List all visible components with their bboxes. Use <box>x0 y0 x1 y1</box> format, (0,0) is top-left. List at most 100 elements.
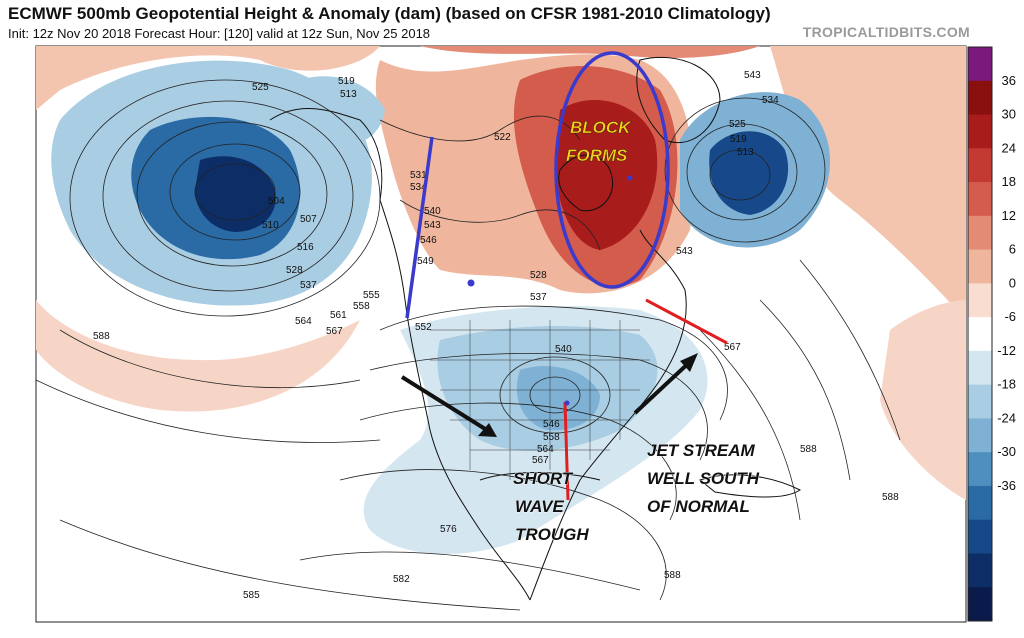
contour-label: 582 <box>393 574 410 585</box>
colorbar-swatch <box>968 249 992 284</box>
block-forms-line2: FORMS <box>566 146 628 165</box>
contour-label: 576 <box>440 524 457 535</box>
contour-label: 549 <box>417 256 434 267</box>
colorbar-tick-label: -6 <box>1004 309 1016 324</box>
jet-arrow <box>633 357 695 415</box>
positive-anomaly-far-east <box>880 300 966 500</box>
colorbar-swatch <box>968 587 992 622</box>
trough-arrow <box>400 375 492 434</box>
contour-label: 546 <box>420 235 437 246</box>
colorbar-swatch <box>968 519 992 554</box>
contour-label: 540 <box>555 344 572 355</box>
map-subtitle: Init: 12z Nov 20 2018 Forecast Hour: [12… <box>8 26 431 41</box>
contour-label: 537 <box>530 292 547 303</box>
contour-label: 543 <box>676 246 693 257</box>
block-dot <box>627 175 633 181</box>
short-wave-line1: SHORT <box>513 469 574 488</box>
negative-anomaly-pacific-center <box>195 156 276 232</box>
colorbar-tick-label: -30 <box>997 444 1016 459</box>
colorbar-tick-label: 36 <box>1002 73 1016 88</box>
contour-label: 510 <box>262 220 279 231</box>
contour-label: 588 <box>882 492 899 503</box>
jet-stream-note: JET STREAM WELL SOUTH OF NORMAL <box>647 441 764 516</box>
positive-anomaly-east-pacific <box>36 300 360 412</box>
contour-label: 525 <box>252 82 269 93</box>
short-wave-line2: WAVE <box>515 497 564 516</box>
colorbar-swatch <box>968 215 992 251</box>
negative-anomaly-gulf-alaska <box>298 76 385 144</box>
contour-label: 513 <box>340 89 357 100</box>
contour-label: 555 <box>363 290 380 301</box>
contour-label: 543 <box>744 70 761 81</box>
cuba <box>698 474 801 498</box>
low-dot <box>564 400 570 406</box>
colorbar-swatch <box>968 283 992 318</box>
jet-axis-line <box>645 298 728 345</box>
positive-anomaly-core <box>555 100 658 250</box>
contour-label: 504 <box>268 196 285 207</box>
high-dot <box>467 279 475 287</box>
ridge-axis-line <box>405 136 434 319</box>
coastlines <box>269 56 801 601</box>
contour-label: 567 <box>724 342 741 353</box>
map-title: ECMWF 500mb Geopotential Height & Anomal… <box>8 4 771 23</box>
colorbar-swatch <box>968 384 992 419</box>
contour-label: 519 <box>730 134 747 145</box>
colorbar-swatch <box>968 485 992 521</box>
positive-anomaly-north-top <box>420 46 760 59</box>
contour-label: 558 <box>353 301 370 312</box>
positive-anomaly-atlantic <box>770 46 966 320</box>
contour-label: 564 <box>537 444 554 455</box>
anomaly-fills <box>36 46 966 554</box>
short-wave-note: SHORT WAVE TROUGH <box>513 469 589 544</box>
negative-anomaly-atlantic-core <box>709 131 789 215</box>
north-america-east-coast <box>529 229 687 601</box>
colorbar-tick-label: -24 <box>997 410 1016 425</box>
contour-label: 516 <box>297 242 314 253</box>
state-borders <box>430 320 650 480</box>
contour-labels: 525 519 513 504 510 507 516 528 537 564 … <box>93 70 899 601</box>
contour-label: 543 <box>424 220 441 231</box>
contour-label: 564 <box>295 316 312 327</box>
colorbar-swatch <box>968 452 992 487</box>
contour-label: 525 <box>729 119 746 130</box>
colorbar-swatch <box>968 114 992 149</box>
contour-label: 531 <box>410 170 427 181</box>
colorbar-swatch <box>968 80 992 116</box>
short-wave-line3: TROUGH <box>515 525 589 544</box>
colorbar-swatch <box>968 418 992 453</box>
contour-label: 552 <box>415 322 432 333</box>
colorbar-swatch <box>968 182 992 217</box>
contour-label: 534 <box>410 182 427 193</box>
hudson-bay <box>558 154 614 212</box>
colorbar-tick-label: 24 <box>1002 140 1016 155</box>
contour-label: 567 <box>532 455 549 466</box>
contour-label: 534 <box>762 95 779 106</box>
colorbar-tick-label: 0 <box>1009 275 1016 290</box>
contour-label: 588 <box>800 444 817 455</box>
block-forms-note: BLOCK FORMS <box>566 118 635 165</box>
block-forms-line1: BLOCK <box>570 118 632 137</box>
colorbar-border <box>967 46 993 622</box>
colorbar-swatch <box>968 317 992 352</box>
contour-label: 522 <box>494 132 511 143</box>
contour-label: 528 <box>286 265 303 276</box>
jet-arrow-head <box>680 353 698 372</box>
contour-label: 561 <box>330 310 347 321</box>
colorbar-tick-label: 6 <box>1009 242 1016 257</box>
contour-label: 540 <box>424 206 441 217</box>
contour-label: 537 <box>300 280 317 291</box>
colorbar-tick-label: -12 <box>997 343 1016 358</box>
contour-label: 546 <box>543 419 560 430</box>
contour-label: 519 <box>338 76 355 87</box>
colorbar-swatch <box>968 47 992 82</box>
height-contours <box>36 79 901 611</box>
block-circle <box>554 51 670 289</box>
colorbar-tick-label: 18 <box>1002 174 1016 189</box>
contour-label: 585 <box>243 590 260 601</box>
contour-label: 528 <box>530 270 547 281</box>
colorbar-swatch <box>968 350 992 386</box>
colorbar: 36 30 24 18 12 6 0 -6 -12 -18 -24 -30 -36 <box>967 46 1016 622</box>
contour-label: 588 <box>93 331 110 342</box>
